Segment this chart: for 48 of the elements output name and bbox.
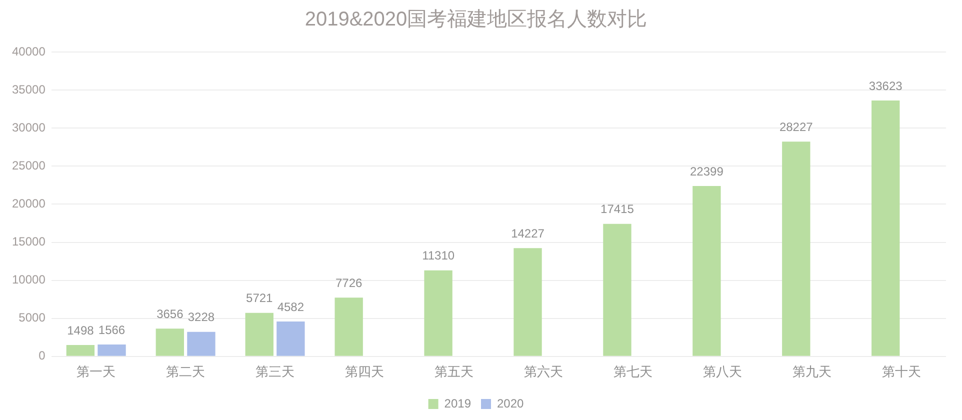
bar [334,298,363,356]
data-label: 7726 [335,276,363,290]
data-label: 3656 [156,306,184,321]
x-tick-label: 第十天 [882,364,921,379]
data-label: 3228 [188,310,215,324]
y-tick-label: 40000 [12,44,46,58]
data-label: 1498 [67,323,94,338]
bar [514,248,542,356]
bar [66,345,95,356]
bar [603,224,632,356]
data-label: 4582 [277,300,304,314]
y-tick-label: 30000 [12,120,46,134]
x-tick-label: 第八天 [702,364,742,379]
data-label: 33623 [868,78,903,93]
y-tick-label: 5000 [18,310,46,325]
x-tick-label: 第五天 [434,364,474,379]
bar [692,186,721,356]
bar [782,142,810,356]
x-tick-label: 第四天 [344,364,384,379]
bar [872,100,900,356]
legend-label: 2019 [444,396,472,410]
x-tick-label: 第三天 [256,364,295,379]
bar [424,270,452,356]
y-tick-label: 15000 [12,234,46,249]
bar [156,328,184,356]
x-tick-label: 第六天 [524,364,563,379]
data-label: 28227 [779,120,814,134]
bar [98,344,126,356]
x-tick-label: 第九天 [792,364,832,379]
x-tick-label: 第一天 [76,364,116,379]
data-label: 5721 [246,291,274,306]
bar [187,332,216,356]
chart-title: 2019&2020国考福建地区报名人数对比 [304,8,648,31]
data-label: 11310 [422,248,455,263]
x-tick-label: 第七天 [613,364,652,379]
y-tick-label: 0 [38,348,46,363]
y-tick-label: 35000 [12,82,46,96]
bar [276,322,305,356]
data-label: 17415 [600,202,634,216]
y-tick-label: 25000 [12,158,46,172]
y-tick-label: 20000 [12,196,46,211]
legend-label: 2020 [497,396,524,410]
bar [245,312,274,356]
x-tick-label: 第二天 [166,364,206,379]
data-label: 1566 [98,322,126,337]
data-label: 14227 [511,226,545,240]
data-label: 22399 [690,164,724,178]
y-tick-label: 10000 [12,272,46,287]
